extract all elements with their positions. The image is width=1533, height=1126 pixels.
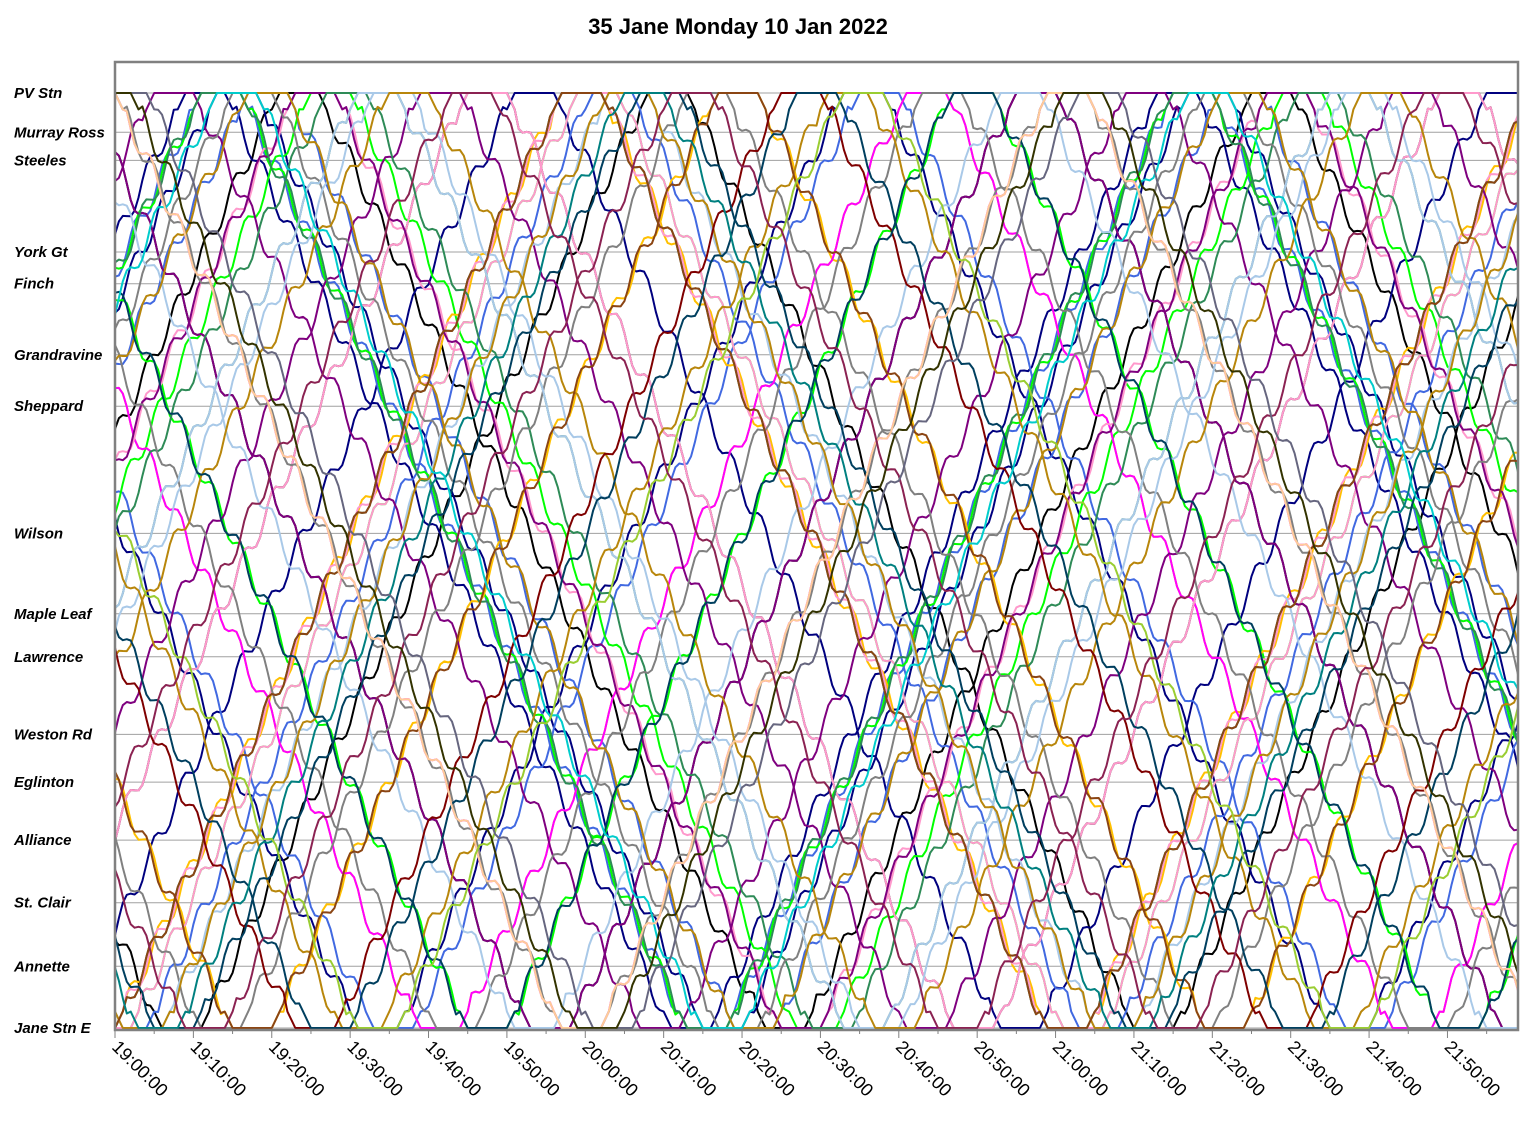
stop-label: Alliance [13, 832, 72, 849]
x-tick-label: 21:30:00 [1284, 1037, 1348, 1101]
x-tick-label: 21:40:00 [1362, 1037, 1426, 1101]
stop-label: PV Stn [14, 85, 62, 102]
stop-label: Annette [13, 958, 70, 975]
vehicle-trace-line [114, 92, 1519, 1029]
x-tick-label: 21:20:00 [1205, 1037, 1269, 1101]
x-tick-label: 20:30:00 [814, 1037, 878, 1101]
stop-label: Steeles [14, 152, 67, 169]
vehicle-trace-line [115, 92, 1519, 1029]
x-tick-label: 19:20:00 [265, 1037, 329, 1101]
stop-label: Lawrence [14, 649, 83, 666]
x-tick-label: 20:10:00 [657, 1037, 721, 1101]
x-tick-label: 19:10:00 [187, 1037, 251, 1101]
stop-label: Grandravine [14, 347, 102, 364]
vehicle-trace-line [114, 92, 1519, 1029]
chart-title: 35 Jane Monday 10 Jan 2022 [588, 14, 888, 39]
x-tick-label: 20:50:00 [970, 1037, 1034, 1101]
vehicle-trace-line [115, 92, 1519, 1029]
stop-label: York Gt [14, 244, 69, 261]
vehicle-trace-line [114, 92, 1519, 1029]
vehicle-trace-line [114, 92, 1519, 1029]
x-tick-label: 19:40:00 [422, 1037, 486, 1101]
vehicle-trace-line [114, 92, 1519, 1029]
x-tick-label: 21:50:00 [1441, 1037, 1505, 1101]
vehicle-trace-line [114, 92, 1519, 1029]
vehicle-trace-line [114, 92, 1519, 1029]
vehicle-trace-line [114, 92, 1519, 1029]
vehicle-trace-line [114, 92, 1519, 1029]
x-tick-label: 20:20:00 [735, 1037, 799, 1101]
vehicle-trace-line [114, 92, 1519, 1029]
vehicle-trace-line [114, 92, 1519, 1029]
stop-label: Wilson [14, 525, 63, 542]
stop-label: Eglinton [14, 774, 74, 791]
stop-label: Maple Leaf [14, 606, 94, 623]
time-labels: 19:00:00 19:10:00 19:20:00 19:30:00 19:40:00… [108, 1030, 1504, 1100]
x-tick-label: 20:00:00 [578, 1037, 642, 1101]
vehicle-trace-line [114, 92, 1519, 1029]
vehicle-trace-line [114, 92, 1519, 1029]
stop-label: Finch [14, 276, 54, 293]
vehicle-trace-line [114, 92, 1519, 1029]
x-tick-label: 19:00:00 [108, 1037, 172, 1101]
vehicle-trace-line [114, 92, 1519, 1029]
vehicle-trace-line [114, 92, 1519, 1029]
x-tick-label: 20:40:00 [892, 1037, 956, 1101]
plot-frame [113, 60, 1520, 1032]
vehicle-trace-line [114, 92, 1519, 1029]
stop-label: Murray Ross [14, 124, 105, 141]
stop-label: Weston Rd [14, 726, 93, 743]
vehicle-trace-line [114, 92, 1519, 1029]
stop-label: Jane Stn E [14, 1020, 92, 1037]
vehicle-trace-line [114, 92, 1519, 1029]
vehicle-trace-line [114, 92, 1519, 1029]
x-tick-label: 19:30:00 [343, 1037, 407, 1101]
vehicle-trace-line [114, 92, 1519, 1029]
vehicle-trace-line [114, 92, 1519, 1029]
x-tick-label: 21:10:00 [1127, 1037, 1191, 1101]
vehicle-trace-line [114, 92, 1519, 1029]
vehicle-trace-line [114, 92, 1519, 1029]
vehicle-trace-line [114, 92, 1519, 1029]
stop-label: St. Clair [14, 895, 72, 912]
vehicle-trace-line [115, 92, 1519, 1029]
vehicle-trace-line [114, 92, 1519, 1029]
vehicle-trace-line [114, 92, 1518, 1029]
vehicle-trace-line [114, 92, 1518, 1029]
stop-label: Sheppard [14, 398, 84, 415]
vehicle-trace-line [114, 92, 1519, 1029]
series-lines [114, 92, 1519, 1029]
x-tick-label: 19:50:00 [500, 1037, 564, 1101]
vehicle-trace-line [114, 92, 1519, 1029]
vehicle-trace-line [114, 92, 1519, 1029]
stop-labels: PV Stn Murray Ross Steeles York Gt Finch Gran… [13, 85, 105, 1037]
x-tick-label: 21:00:00 [1049, 1037, 1113, 1101]
vehicle-trace-line [114, 92, 1519, 1029]
